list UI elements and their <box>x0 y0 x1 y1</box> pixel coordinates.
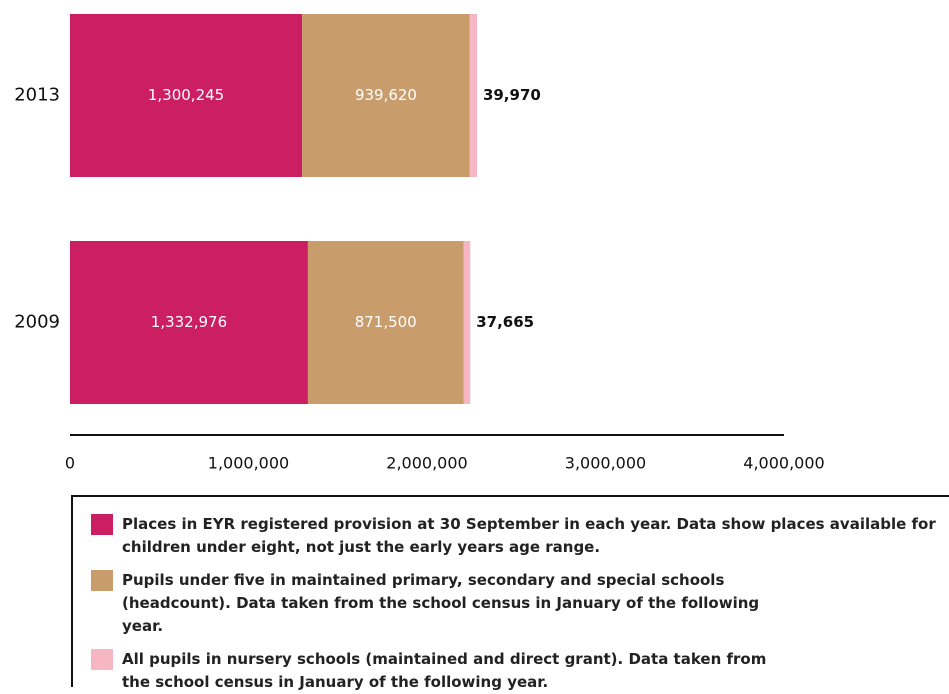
bar-segment <box>469 14 477 177</box>
value-label: 39,970 <box>483 86 541 104</box>
category-label: 2009 <box>14 312 60 333</box>
x-tick-label: 0 <box>65 454 75 473</box>
bar-segment <box>307 241 464 404</box>
legend-label: Places in EYR registered provision at 30… <box>122 515 936 556</box>
chart: 0 1,000,000 2,000,000 3,000,000 4,000,000 201… <box>14 14 825 473</box>
x-tick-label: 4,000,000 <box>743 454 824 473</box>
legend-swatch <box>91 570 113 591</box>
x-tick-label: 1,000,000 <box>208 454 289 473</box>
bar-segment <box>70 241 308 404</box>
legend-item: Pupils under five in maintained primary,… <box>91 569 949 638</box>
legend-swatch <box>91 514 113 535</box>
value-label: 1,332,976 <box>151 313 227 331</box>
legend-item: Places in EYR registered provision at 30… <box>91 513 949 559</box>
x-tick-label: 2,000,000 <box>386 454 467 473</box>
value-label: 37,665 <box>476 313 534 331</box>
value-label: 1,300,245 <box>148 86 224 104</box>
legend: Places in EYR registered provision at 30… <box>71 495 949 691</box>
legend-label: All pupils in nursery schools (maintaine… <box>122 650 767 691</box>
x-tick-label: 3,000,000 <box>565 454 646 473</box>
legend-item: All pupils in nursery schools (maintaine… <box>91 648 949 694</box>
bar-segment <box>70 14 303 177</box>
bar-segment <box>463 241 471 404</box>
value-label: 939,620 <box>355 86 417 104</box>
legend-label: Pupils under five in maintained primary,… <box>122 571 760 635</box>
bar-segment <box>302 14 470 177</box>
category-label: 2013 <box>14 85 60 106</box>
value-label: 871,500 <box>355 313 417 331</box>
legend-swatch <box>91 649 113 670</box>
